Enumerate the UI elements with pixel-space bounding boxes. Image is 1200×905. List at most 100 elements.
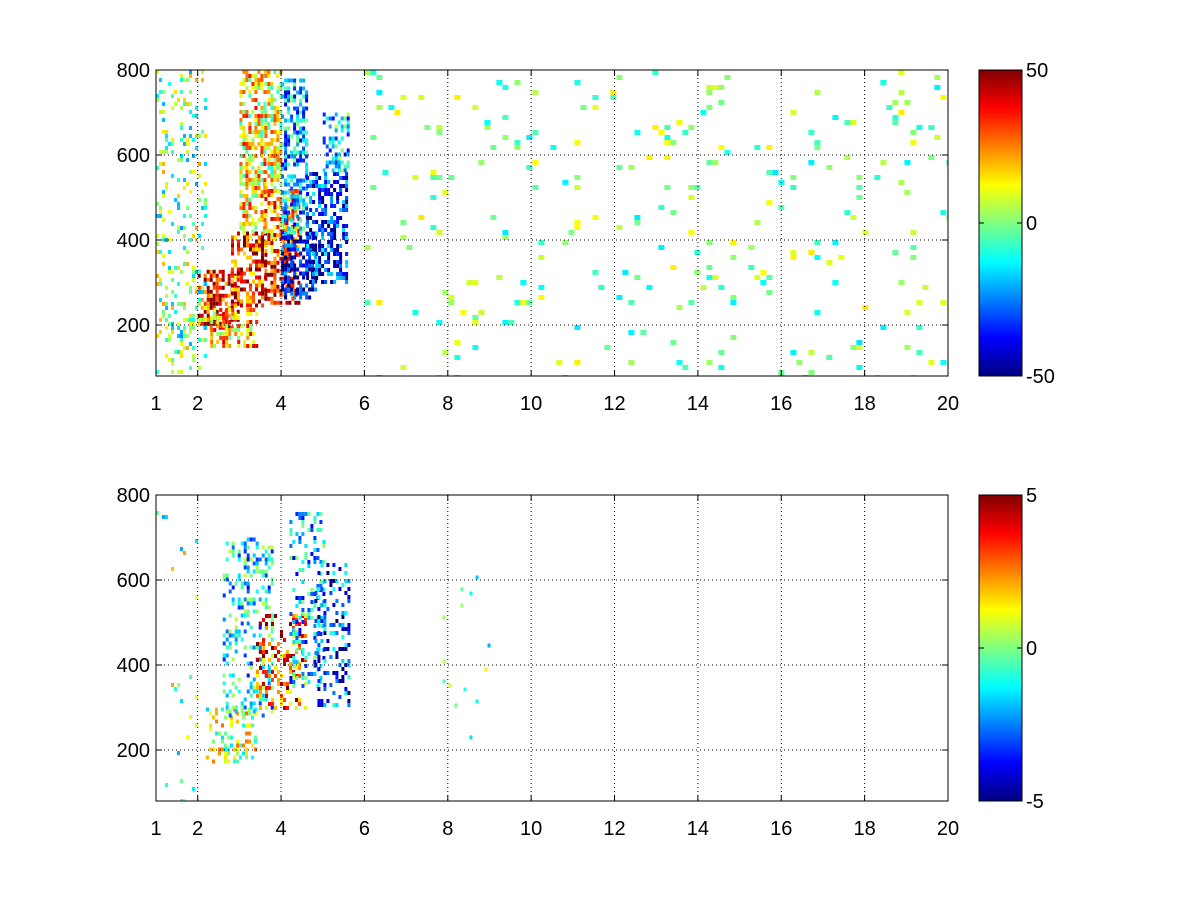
heatmap-cell <box>270 557 274 562</box>
x-tick-label: 18 <box>854 818 876 840</box>
heatmap-cell <box>264 241 268 245</box>
heatmap-cell <box>174 266 177 270</box>
heatmap-cell <box>257 134 261 138</box>
heatmap-cell <box>268 702 271 706</box>
heatmap-cell <box>248 711 251 716</box>
heatmap-cell <box>277 642 280 646</box>
heatmap-cell <box>502 115 509 120</box>
heatmap-cell <box>180 154 183 158</box>
heatmap-cell <box>236 273 240 278</box>
heatmap-cell <box>243 344 247 348</box>
heatmap-cell <box>318 184 322 188</box>
heatmap-cell <box>329 583 333 587</box>
heatmap-cell <box>790 350 797 355</box>
heatmap-cell <box>616 295 623 300</box>
heatmap-cell <box>568 230 575 235</box>
heatmap-cell <box>305 202 309 207</box>
heatmap-cell <box>646 155 653 160</box>
heatmap-cell <box>337 156 341 161</box>
heatmap-cell <box>306 236 310 240</box>
heatmap-cell <box>302 110 306 115</box>
heatmap-cell <box>249 701 253 706</box>
heatmap-cell <box>270 193 274 197</box>
heatmap-cell <box>324 180 328 184</box>
heatmap-cell <box>454 355 461 360</box>
heatmap-cell <box>242 751 245 756</box>
heatmap-cell <box>254 122 258 126</box>
heatmap-cell <box>222 324 226 328</box>
heatmap-cell <box>342 176 346 180</box>
heatmap-cell <box>239 154 243 158</box>
heatmap-cell <box>336 276 340 280</box>
heatmap-cell <box>295 706 298 710</box>
heatmap-cell <box>289 690 292 694</box>
heatmap-cell <box>301 640 305 644</box>
heatmap-cell <box>276 178 280 182</box>
heatmap-cell <box>298 632 302 636</box>
heatmap-cell <box>376 90 383 95</box>
heatmap-cell <box>284 98 288 103</box>
heatmap-cell <box>260 194 264 198</box>
heatmap-cell <box>248 114 252 118</box>
heatmap-cell <box>215 731 218 736</box>
heatmap-cell <box>264 605 268 610</box>
heatmap-cell <box>288 213 292 217</box>
heatmap-cell <box>341 635 345 639</box>
heatmap-cell <box>221 285 225 290</box>
heatmap-cell <box>159 282 162 286</box>
heatmap-cell <box>302 226 306 231</box>
heatmap-cell <box>212 269 216 274</box>
heatmap-cell <box>296 134 300 139</box>
heatmap-cell <box>177 302 180 306</box>
heatmap-cell <box>243 705 247 710</box>
heatmap-cell <box>284 102 288 107</box>
heatmap-cell <box>189 318 192 322</box>
heatmap-cell <box>306 212 310 216</box>
heatmap-cell <box>315 176 319 180</box>
heatmap-cell <box>330 240 334 244</box>
heatmap-cell <box>333 248 337 252</box>
heatmap-cell <box>236 297 240 302</box>
heatmap-cell <box>189 170 192 174</box>
heatmap-cell <box>324 184 328 188</box>
heatmap-cell <box>265 674 268 678</box>
heatmap-cell <box>339 264 343 268</box>
heatmap-cell <box>198 298 201 302</box>
heatmap-cell <box>318 200 322 204</box>
heatmap-cell <box>273 158 277 162</box>
heatmap-cell <box>287 162 291 167</box>
heatmap-cell <box>276 130 280 134</box>
heatmap-cell <box>265 670 268 674</box>
heatmap-cell <box>177 282 180 286</box>
heatmap-cell <box>270 260 274 265</box>
heatmap-cell <box>324 188 328 192</box>
heatmap-cell <box>257 186 261 190</box>
heatmap-cell <box>279 94 283 98</box>
heatmap-cell <box>318 256 322 260</box>
heatmap-cell <box>273 272 277 277</box>
heatmap-cell <box>239 755 242 760</box>
heatmap-cell <box>290 235 294 240</box>
heatmap-cell <box>313 632 317 636</box>
heatmap-cell <box>312 212 316 216</box>
heatmap-cell <box>261 661 265 666</box>
heatmap-cell <box>331 140 335 145</box>
heatmap-cell <box>299 295 303 300</box>
heatmap-cell <box>306 252 310 256</box>
heatmap-cell <box>221 297 225 302</box>
heatmap-cell <box>318 204 322 208</box>
heatmap-cell <box>239 118 243 122</box>
heatmap-cell <box>319 572 323 576</box>
heatmap-cell <box>264 70 268 74</box>
heatmap-cell <box>252 689 256 694</box>
heatmap-cell <box>442 615 446 620</box>
y-tick-label: 400 <box>117 230 150 252</box>
heatmap-cell <box>317 647 321 651</box>
heatmap-cell <box>345 260 349 264</box>
heatmap-cell <box>246 324 250 328</box>
heatmap-cell <box>295 632 299 636</box>
heatmap-cell <box>628 360 635 365</box>
heatmap-cell <box>276 284 280 289</box>
heatmap-cell <box>237 557 241 562</box>
